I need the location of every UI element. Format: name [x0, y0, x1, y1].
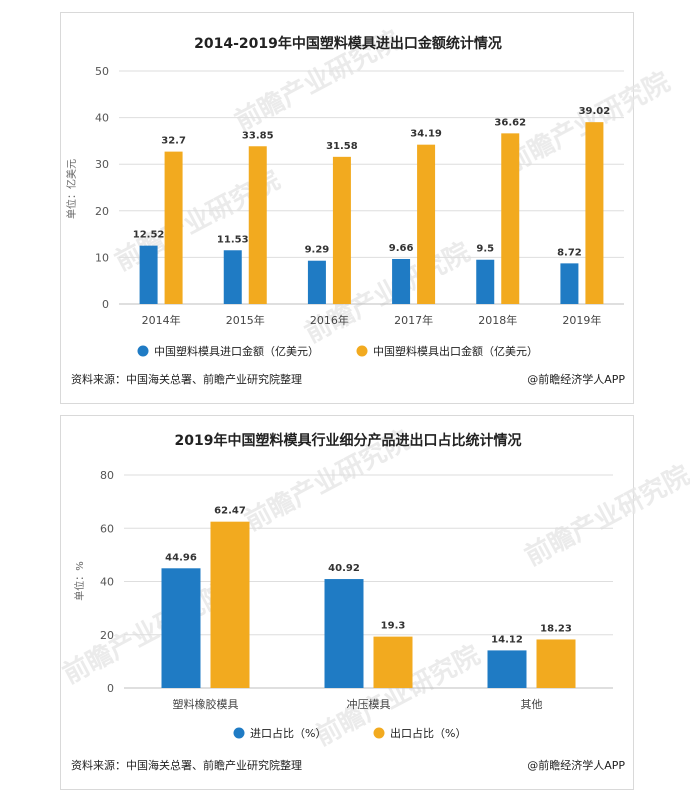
- data-label: 39.02: [579, 106, 611, 117]
- bar-import: [161, 568, 201, 688]
- bar-export: [373, 636, 413, 688]
- bar-import: [392, 258, 411, 304]
- data-label: 19.3: [381, 621, 406, 632]
- credit-text: @前瞻经济学人APP: [527, 372, 625, 386]
- legend: 中国塑料模具进口金额（亿美元） 中国塑料模具出口金额（亿美元）: [137, 344, 538, 358]
- y-tick-label: 50: [95, 65, 109, 78]
- chart-panel-1: 前瞻产业研究院前瞻产业研究院前瞻产业研究院前瞻产业研究院2014-2019年中国…: [60, 12, 675, 404]
- data-label: 34.19: [410, 129, 442, 140]
- y-axis-label: 单位：亿美元: [65, 159, 78, 219]
- legend-label: 中国塑料模具进口金额（亿美元）: [154, 344, 319, 358]
- data-label: 9.66: [389, 243, 414, 254]
- bar-export: [248, 146, 267, 304]
- bar-import: [307, 260, 326, 304]
- bar-import: [223, 250, 242, 304]
- legend: 进口占比（%） 出口占比（%）: [233, 726, 466, 740]
- data-label: 40.92: [328, 563, 360, 574]
- bar-import: [324, 579, 364, 688]
- y-tick-label: 20: [95, 205, 109, 218]
- x-tick-label: 2018年: [478, 313, 517, 327]
- y-tick-label: 0: [107, 682, 114, 695]
- data-label: 33.85: [242, 130, 274, 141]
- data-label: 11.53: [217, 234, 249, 245]
- data-label: 18.23: [540, 623, 572, 634]
- data-label: 9.29: [305, 245, 330, 256]
- data-label: 14.12: [491, 634, 523, 645]
- chart-title: 2019年中国塑料模具行业细分产品进出口占比统计情况: [175, 432, 522, 449]
- bar-import: [487, 650, 527, 688]
- watermark-text: 前瞻产业研究院: [520, 459, 690, 572]
- legend-label: 进口占比（%）: [250, 726, 326, 740]
- y-tick-label: 80: [100, 469, 114, 482]
- chart-title: 2014-2019年中国塑料模具进出口金额统计情况: [194, 35, 502, 52]
- data-label: 44.96: [165, 552, 197, 563]
- x-tick-label: 塑料橡胶模具: [173, 697, 239, 711]
- bar-import: [139, 245, 158, 304]
- legend-label: 中国塑料模具出口金额（亿美元）: [373, 344, 538, 358]
- bar-import: [560, 263, 579, 304]
- x-tick-label: 2016年: [310, 313, 349, 327]
- y-tick-label: 10: [95, 251, 109, 264]
- bar-export: [164, 151, 183, 304]
- legend-label: 出口占比（%）: [390, 726, 466, 740]
- data-label: 9.5: [476, 244, 494, 255]
- bar-export: [210, 521, 250, 688]
- bar-export: [501, 133, 520, 304]
- data-label: 12.52: [133, 230, 165, 241]
- bar-import: [476, 259, 495, 304]
- source-text: 资料来源：中国海关总署、前瞻产业研究院整理: [71, 758, 302, 772]
- x-tick-label: 冲压模具: [347, 697, 391, 711]
- bar-export: [536, 639, 576, 688]
- legend-marker: [137, 345, 149, 357]
- y-tick-label: 40: [100, 576, 114, 589]
- chart-2: 前瞻产业研究院前瞻产业研究院前瞻产业研究院前瞻产业研究院2019年中国塑料模具行…: [58, 424, 690, 772]
- x-tick-label: 2015年: [226, 313, 265, 327]
- bar-export: [417, 144, 436, 304]
- y-tick-label: 30: [95, 158, 109, 171]
- credit-text: @前瞻经济学人APP: [527, 758, 625, 772]
- y-tick-label: 60: [100, 522, 114, 535]
- bar-export: [332, 156, 351, 304]
- data-label: 36.62: [494, 117, 526, 128]
- bar-export: [585, 122, 604, 304]
- source-text: 资料来源：中国海关总署、前瞻产业研究院整理: [71, 372, 302, 386]
- x-tick-label: 2019年: [562, 313, 601, 327]
- legend-marker: [233, 727, 245, 739]
- y-axis-label: 单位：%: [73, 561, 86, 601]
- y-tick-label: 20: [100, 629, 114, 642]
- data-label: 8.72: [557, 247, 582, 258]
- data-label: 32.7: [161, 136, 186, 147]
- x-tick-label: 其他: [521, 698, 543, 711]
- x-tick-label: 2017年: [394, 313, 433, 327]
- legend-marker: [373, 727, 385, 739]
- data-label: 62.47: [214, 506, 246, 517]
- chart-1: 前瞻产业研究院前瞻产业研究院前瞻产业研究院前瞻产业研究院2014-2019年中国…: [65, 24, 675, 386]
- y-tick-label: 40: [95, 112, 109, 125]
- y-tick-label: 0: [102, 298, 109, 311]
- x-tick-label: 2014年: [142, 313, 181, 327]
- legend-marker: [356, 345, 368, 357]
- data-label: 31.58: [326, 141, 358, 152]
- chart-panel-2: 前瞻产业研究院 前瞻产业研究院 前瞻产业研究院 前瞻产业研究院 2019年中国塑料模具行…: [58, 415, 690, 790]
